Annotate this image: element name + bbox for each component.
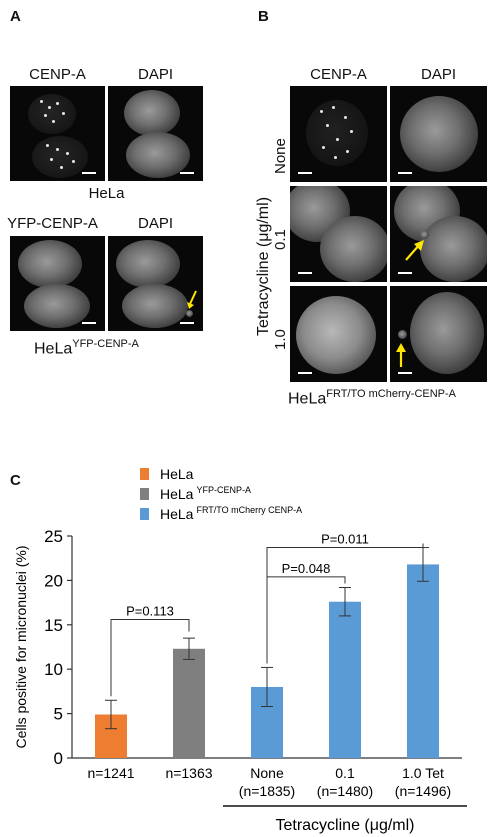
- x-category-label: (n=1480): [317, 783, 373, 799]
- panel-b-cenpa-label: CENP-A: [310, 66, 367, 83]
- x-axis-label: Tetracycline (μg/ml): [275, 817, 414, 834]
- p-value-label: P=0.011: [321, 532, 369, 547]
- legend-entry: HeLa FRT/TO mCherry CENP-A: [160, 505, 302, 522]
- bar: [329, 601, 361, 758]
- panel-b-dapi-label: DAPI: [420, 66, 456, 83]
- none-dapi-image: [390, 86, 487, 182]
- panel-c-letter: C: [10, 472, 21, 489]
- panel-a-dapi-label-2: DAPI: [137, 215, 173, 232]
- x-category-label: 0.1: [335, 765, 355, 781]
- x-category-label: n=1363: [165, 765, 212, 781]
- panel-a-cenpa-label: CENP-A: [29, 66, 86, 83]
- y-axis-label: Cells positive for micronuclei (%): [13, 545, 29, 748]
- legend-swatch: [140, 508, 149, 520]
- x-category-label: n=1241: [87, 765, 134, 781]
- hela-cenpa-image: [10, 86, 105, 181]
- legend-swatch: [140, 488, 149, 500]
- x-category-label: (n=1835): [239, 783, 295, 799]
- p-value-label: P=0.048: [282, 561, 331, 576]
- hela-yfp-dapi-image: [108, 236, 203, 331]
- y-tick-label: 5: [54, 705, 63, 724]
- y-tick-label: 20: [44, 571, 63, 590]
- panel-a-yfp-caption: HeLaYFP-CENP-A: [34, 338, 139, 358]
- micronuclei-bar-chart: HeLa HeLa YFP-CENP-A HeLa FRT/TO mCherry CEN…: [13, 466, 467, 834]
- tet-1-0-cenpa-image: [290, 286, 387, 382]
- tet-0-1-dapi-image: [390, 186, 487, 282]
- panel-b-tetracycline-axis-label: Tetracycline (μg/ml): [255, 196, 272, 336]
- micronucleus-arrow-icon: [396, 343, 406, 367]
- legend-entry: HeLa: [160, 466, 194, 482]
- tet-0-1-cenpa-image: [290, 186, 387, 282]
- panel-b-letter: B: [258, 8, 269, 25]
- x-category-label: (n=1496): [395, 783, 451, 799]
- panel-a-dapi-label: DAPI: [137, 66, 173, 83]
- legend-entry: HeLa YFP-CENP-A: [160, 485, 251, 502]
- panel-b-row-label-none: None: [272, 138, 289, 174]
- x-category-label: 1.0 Tet: [402, 765, 444, 781]
- p-value-label: P=0.113: [126, 603, 174, 618]
- legend-swatch: [140, 468, 149, 480]
- panel-b-row-label-0-1: 0.1: [272, 229, 289, 250]
- micronucleus-arrow-icon: [187, 290, 197, 309]
- bar: [407, 564, 439, 758]
- y-tick-label: 10: [44, 660, 63, 679]
- tet-1-0-dapi-image: [390, 286, 487, 382]
- y-tick-label: 25: [44, 527, 63, 546]
- bar: [173, 648, 205, 758]
- significance-bracket: [266, 543, 424, 664]
- none-cenpa-image: [290, 86, 387, 182]
- y-tick-label: 0: [54, 749, 63, 768]
- panel-a-letter: A: [10, 8, 21, 25]
- hela-dapi-image: [108, 86, 203, 181]
- x-category-label: None: [250, 765, 284, 781]
- micronucleus-arrow-icon: [405, 240, 424, 261]
- panel-a-yfp-cenpa-label: YFP-CENP-A: [7, 215, 98, 232]
- significance-bracket: [110, 618, 190, 697]
- hela-yfp-cenpa-image: [10, 236, 105, 331]
- panel-b-caption: HeLaFRT/TO mCherry-CENP-A: [288, 388, 457, 408]
- panel-b-row-label-1-0: 1.0: [272, 329, 289, 350]
- panel-a-hela-caption: HeLa: [88, 185, 125, 202]
- y-tick-label: 15: [44, 616, 63, 635]
